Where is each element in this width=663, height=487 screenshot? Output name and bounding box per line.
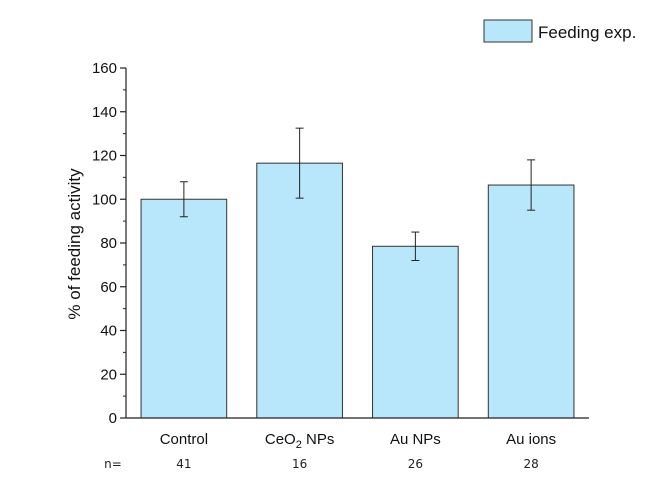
error-bar [411,231,420,261]
x-tick-label: Au NPs [390,431,441,448]
y-tick-label: 0 [109,410,117,427]
y-tick-label: 20 [100,366,117,383]
error-bars-layer [179,127,536,261]
legend-label: Feeding exp. [538,23,636,42]
error-bar [527,159,536,211]
y-tick-label: 160 [92,60,117,77]
n-count-label: 16 [292,457,307,471]
n-count-label: 28 [523,457,538,471]
bar [256,162,343,419]
y-tick-label: 40 [100,323,117,340]
bar [372,245,459,419]
n-count-label: 41 [176,457,191,471]
bar [140,198,228,419]
x-tick-label: CeO2 NPs [265,431,334,451]
y-tick-label: 60 [100,279,117,296]
n-prefix-label: n= [104,457,122,471]
n-count-labels: 41 16 26 28 [176,457,539,471]
y-tick-label: 100 [92,191,117,208]
y-axis-label: % of feeding activity [65,168,84,320]
y-tick-label: 140 [92,104,117,121]
x-tick-label: Au ions [506,431,556,448]
y-tick-label: 120 [92,148,117,165]
legend-swatch [483,19,533,43]
n-count-label: 26 [408,457,423,471]
x-tick-labels: Control CeO2 NPs Au NPs Au ions [160,431,556,451]
bars-layer [140,162,575,419]
legend: Feeding exp. [483,19,636,43]
y-tick-label: 80 [100,235,117,252]
x-tick-label: Control [160,431,208,448]
y-ticks: 0 20 40 60 80 100 120 140 160 [92,60,126,427]
error-bar [295,127,304,199]
bar [487,184,575,419]
error-bar [179,181,188,218]
